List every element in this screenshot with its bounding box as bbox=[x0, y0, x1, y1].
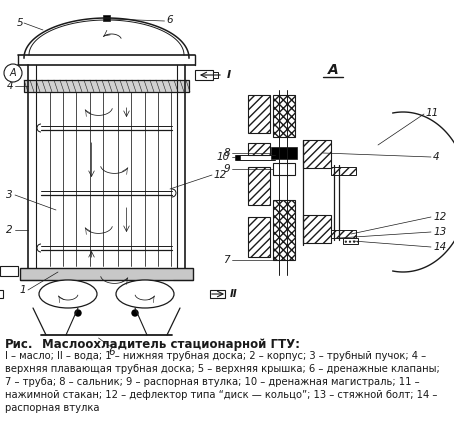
Text: 13: 13 bbox=[433, 227, 446, 237]
Bar bbox=[303, 140, 331, 168]
Text: 12: 12 bbox=[213, 170, 226, 180]
Text: Рис.: Рис. bbox=[5, 338, 34, 351]
Text: 12: 12 bbox=[433, 212, 446, 222]
Bar bbox=[271, 147, 297, 159]
Ellipse shape bbox=[39, 280, 97, 308]
Bar bbox=[331, 230, 356, 238]
Circle shape bbox=[75, 310, 81, 316]
Text: 4: 4 bbox=[433, 152, 439, 162]
Text: A: A bbox=[328, 63, 338, 77]
Circle shape bbox=[4, 64, 22, 82]
Bar bbox=[248, 217, 270, 257]
Text: 14: 14 bbox=[433, 242, 446, 252]
Text: A: A bbox=[10, 68, 16, 78]
Text: I – масло; II – вода; 1 – нижняя трубная доска; 2 – корпус; 3 – трубный пучок; 4: I – масло; II – вода; 1 – нижняя трубная… bbox=[5, 351, 426, 361]
Bar bbox=[213, 72, 218, 78]
Bar bbox=[20, 268, 193, 280]
Text: 8: 8 bbox=[223, 148, 230, 158]
Text: 6: 6 bbox=[108, 347, 115, 357]
Ellipse shape bbox=[116, 280, 174, 308]
Text: 11: 11 bbox=[426, 108, 439, 118]
Bar bbox=[343, 238, 358, 244]
Text: 1: 1 bbox=[20, 285, 26, 295]
Bar bbox=[24, 80, 189, 92]
Text: 7 – труба; 8 – сальник; 9 – распорная втулка; 10 – дренажная магистраль; 11 –: 7 – труба; 8 – сальник; 9 – распорная вт… bbox=[5, 377, 419, 387]
Bar bbox=[235, 155, 240, 160]
Bar bbox=[0, 266, 18, 276]
Text: 5: 5 bbox=[16, 18, 23, 28]
Bar bbox=[210, 290, 225, 298]
Bar bbox=[273, 200, 295, 260]
Circle shape bbox=[132, 310, 138, 316]
Bar bbox=[273, 163, 295, 175]
Text: 10: 10 bbox=[217, 152, 230, 162]
Bar bbox=[331, 167, 356, 175]
Text: 4: 4 bbox=[6, 81, 13, 91]
Text: I: I bbox=[227, 70, 231, 80]
Text: 7: 7 bbox=[223, 255, 230, 265]
Bar bbox=[0, 290, 3, 298]
Text: 3: 3 bbox=[6, 190, 13, 200]
Text: верхняя плавающая трубная доска; 5 – верхняя крышка; 6 – дренажные клапаны;: верхняя плавающая трубная доска; 5 – вер… bbox=[5, 364, 440, 374]
Bar bbox=[303, 215, 331, 243]
Text: распорная втулка: распорная втулка bbox=[5, 403, 99, 413]
Bar bbox=[273, 95, 295, 137]
Bar bbox=[195, 70, 213, 80]
Bar bbox=[248, 95, 270, 133]
Bar bbox=[248, 167, 270, 205]
Text: II: II bbox=[230, 289, 238, 299]
Bar bbox=[248, 143, 270, 155]
Text: 9: 9 bbox=[223, 164, 230, 174]
Text: нажимной стакан; 12 – дефлектор типа “диск — кольцо”; 13 – стяжной болт; 14 –: нажимной стакан; 12 – дефлектор типа “ди… bbox=[5, 390, 437, 400]
Text: 2: 2 bbox=[6, 225, 13, 235]
Text: Маслоохладитель стационарной ГТУ:: Маслоохладитель стационарной ГТУ: bbox=[42, 338, 300, 351]
Bar bbox=[103, 15, 110, 21]
Text: 6: 6 bbox=[167, 15, 173, 25]
